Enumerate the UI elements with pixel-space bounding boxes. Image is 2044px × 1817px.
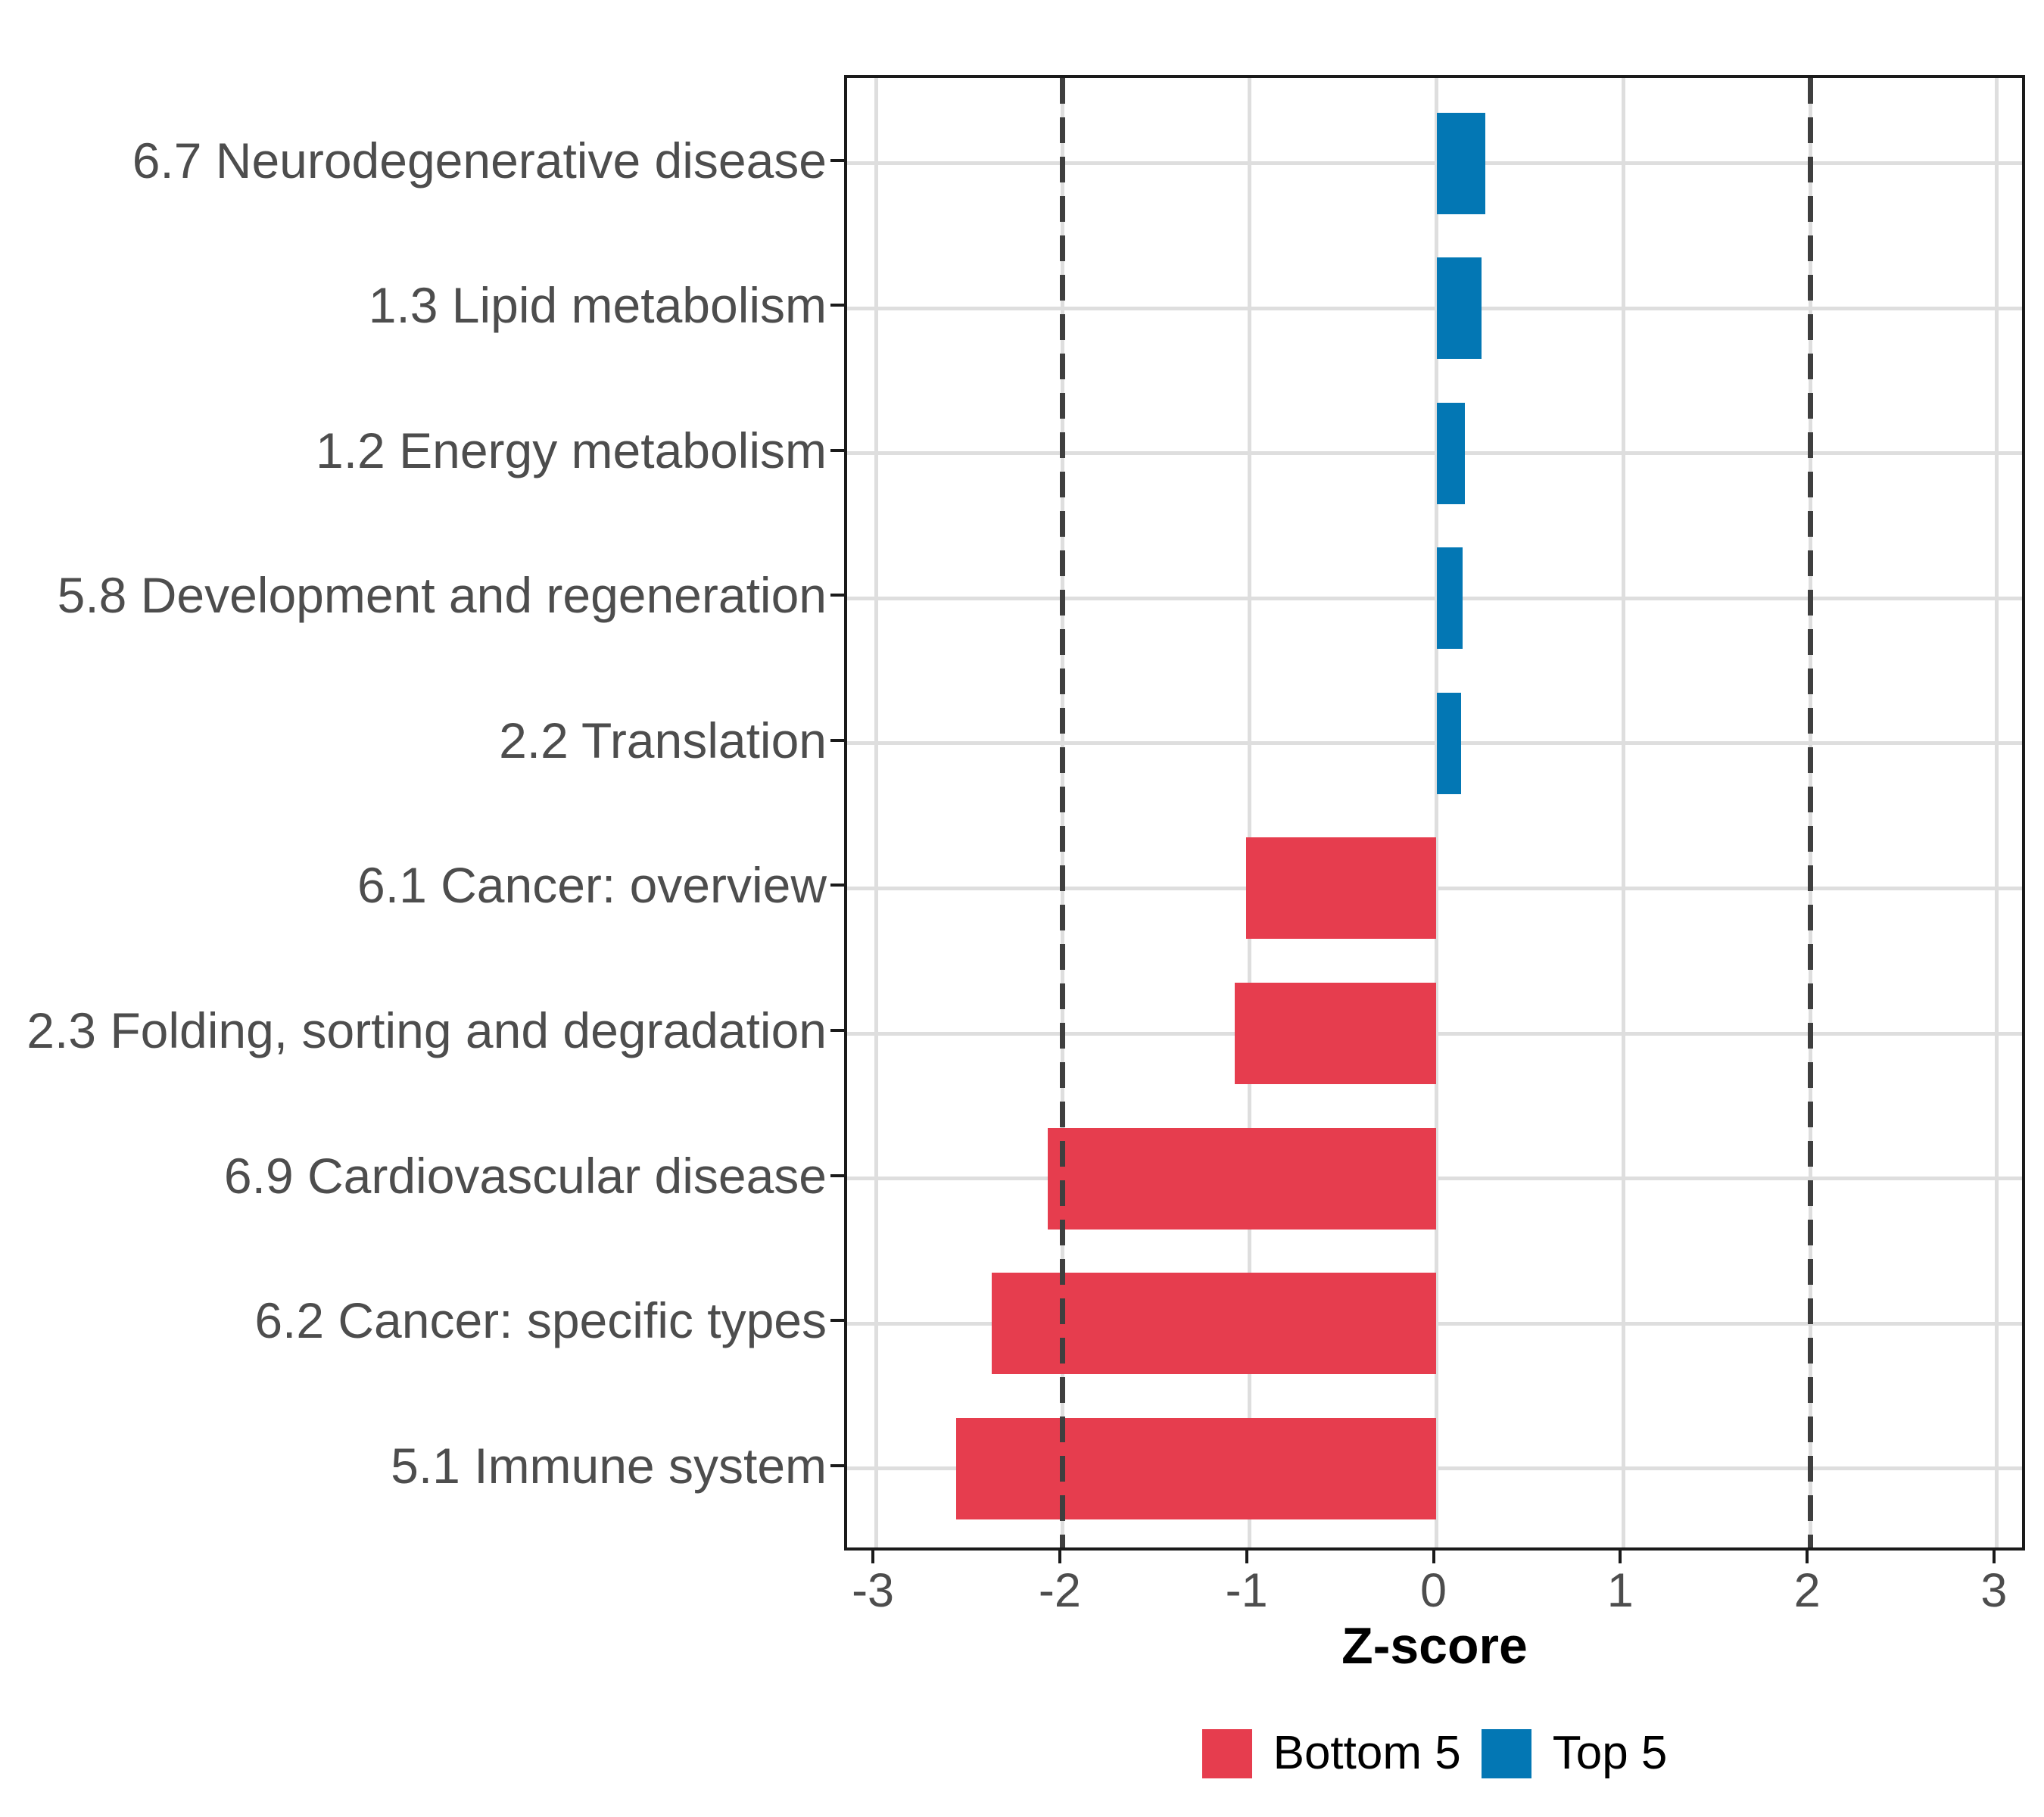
legend-label-top-5: Top 5 <box>1552 1727 1668 1779</box>
y-axis-label-1-3-lipid-metabolism: 1.3 Lipid metabolism <box>368 277 827 334</box>
gridline-x <box>1995 78 1999 1547</box>
y-tick <box>830 1029 844 1032</box>
plot-panel <box>844 75 2025 1551</box>
legend-swatch-bottom-5 <box>1201 1728 1252 1778</box>
x-tick <box>1806 1550 1809 1563</box>
x-axis-title: Z-score <box>1341 1617 1528 1675</box>
x-tick-label: 3 <box>1980 1564 2008 1617</box>
legend-item-top-5: Top 5 <box>1481 1727 1668 1779</box>
x-tick-label: -2 <box>1038 1564 1081 1617</box>
y-tick <box>830 884 844 887</box>
bar-6-9-cardiovascular-disease <box>1048 1127 1437 1230</box>
x-tick <box>1245 1550 1248 1563</box>
x-tick-label: -3 <box>852 1564 895 1617</box>
legend-swatch-top-5 <box>1481 1728 1531 1778</box>
y-axis-label-5-8-development-and-regeneration: 5.8 Development and regeneration <box>57 567 827 624</box>
x-tick <box>871 1550 875 1563</box>
x-tick <box>1432 1550 1435 1563</box>
y-tick <box>830 1319 844 1323</box>
bar-2-3-folding-sorting-and-degradation <box>1234 983 1437 1084</box>
y-axis-label-6-2-cancer-specific-types: 6.2 Cancer: specific types <box>254 1292 827 1349</box>
reference-line <box>1807 78 1813 1547</box>
legend: Bottom 5 Top 5 <box>844 1728 2025 1778</box>
y-axis-label-6-9-cardiovascular-disease: 6.9 Cardiovascular disease <box>223 1147 827 1204</box>
bar-1-3-lipid-metabolism <box>1436 257 1482 360</box>
reference-line <box>1060 78 1066 1547</box>
y-axis-label-6-1-cancer-overview: 6.1 Cancer: overview <box>357 857 827 914</box>
legend-label-bottom-5: Bottom 5 <box>1273 1727 1461 1779</box>
y-tick <box>830 738 844 742</box>
y-tick <box>830 1463 844 1467</box>
x-tick-label: 0 <box>1419 1564 1447 1617</box>
y-axis-label-2-2-translation: 2.2 Translation <box>499 712 827 768</box>
y-tick <box>830 304 844 307</box>
x-tick-label: 1 <box>1606 1564 1634 1617</box>
x-tick <box>1992 1550 1996 1563</box>
y-axis-label-2-3-folding-sorting-and-degradation: 2.3 Folding, sorting and degradation <box>26 1002 827 1058</box>
bar-6-2-cancer-specific-types <box>992 1273 1437 1375</box>
x-tick <box>1058 1550 1061 1563</box>
x-tick-label: 2 <box>1793 1564 1821 1617</box>
legend-item-bottom-5: Bottom 5 <box>1201 1727 1461 1779</box>
x-tick <box>1619 1550 1622 1563</box>
bar-6-1-cancer-overview <box>1245 837 1437 940</box>
bar-6-7-neurodegenerative-disease <box>1436 112 1485 214</box>
bar-1-2-energy-metabolism <box>1436 402 1465 504</box>
x-tick-label: -1 <box>1225 1564 1268 1617</box>
gridline-x <box>874 78 878 1547</box>
gridline-x <box>1435 78 1438 1547</box>
bar-5-1-immune-system <box>956 1417 1437 1519</box>
gridline-x <box>1248 78 1252 1547</box>
y-tick <box>830 448 844 452</box>
y-tick <box>830 1173 844 1177</box>
y-tick <box>830 158 844 162</box>
bar-5-8-development-and-regeneration <box>1436 547 1463 650</box>
y-axis-label-5-1-immune-system: 5.1 Immune system <box>391 1437 827 1494</box>
y-axis-label-1-2-energy-metabolism: 1.2 Energy metabolism <box>316 422 827 478</box>
gridline-x <box>1621 78 1625 1547</box>
y-axis-label-6-7-neurodegenerative-disease: 6.7 Neurodegenerative disease <box>132 132 827 189</box>
bar-2-2-translation <box>1436 692 1461 794</box>
y-tick <box>830 594 844 597</box>
